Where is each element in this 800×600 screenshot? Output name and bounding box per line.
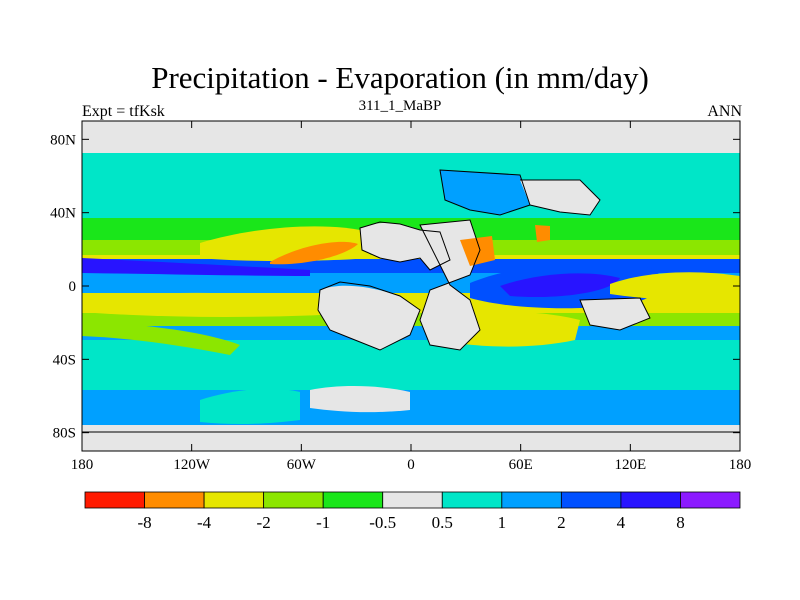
colorbar-label: 1	[498, 513, 507, 532]
colorbar-label: -2	[257, 513, 271, 532]
region-pacific-arid-core	[270, 241, 358, 265]
colorbar-label: 0.5	[432, 513, 453, 532]
region-antarctic-coast	[200, 388, 300, 425]
region-pacific-itcz	[82, 258, 310, 276]
band-south-mid	[82, 340, 740, 390]
x-tick-label: 120E	[614, 457, 646, 473]
y-tick-label: 0	[69, 279, 77, 295]
coastline-south-america	[317, 281, 421, 351]
continent-antarctica	[82, 432, 740, 451]
chart-title: Precipitation - Evaporation (in mm/day)	[151, 60, 649, 95]
coastlines	[82, 169, 740, 433]
x-tick-label: 0	[407, 457, 415, 473]
colorbar-labels: -8 -4 -2 -1 -0.5 0.5 1 2 4 8	[137, 513, 684, 532]
axis-tick-labels: 180 120W 60W 0 60E 120E 180 80N 40N 0 40S 80S	[50, 132, 751, 473]
colorbar-swatch	[382, 491, 443, 509]
colorbar-label: -0.5	[369, 513, 396, 532]
experiment-label: Expt = tfKsk	[82, 103, 165, 120]
y-tick-label: 40N	[50, 206, 76, 222]
colorbar-label: -4	[197, 513, 212, 532]
y-tick-label: 40S	[53, 352, 76, 368]
x-tick-label: 180	[71, 457, 94, 473]
colorbar-swatch	[84, 491, 145, 509]
coastline-africa	[419, 219, 481, 351]
colorbar-label: 2	[557, 513, 566, 532]
colorbar-swatch	[560, 491, 622, 509]
colorbar-swatch	[620, 491, 681, 509]
coastline-asia	[520, 179, 601, 216]
region-southern-ocean-green	[82, 320, 240, 355]
y-tick-label: 80S	[53, 426, 76, 442]
continent-australia	[580, 298, 650, 330]
region-south-atlantic-dry	[310, 386, 410, 413]
continent-eurasia	[440, 170, 530, 215]
y-tick-label: 80N	[50, 132, 76, 148]
x-tick-label: 60W	[287, 457, 317, 473]
continent-asia-dry	[520, 180, 600, 215]
colorbar-swatch	[501, 491, 562, 509]
x-tick-label: 120W	[173, 457, 211, 473]
colorbar-swatch	[203, 491, 265, 509]
region-south-pacific-dry	[82, 292, 320, 317]
colorbar-label: 8	[676, 513, 685, 532]
region-arabia-dry	[535, 225, 550, 242]
colorbar	[84, 491, 741, 509]
coastline-australia	[579, 297, 651, 331]
map-field	[82, 121, 740, 451]
band-north-mid	[82, 153, 740, 218]
colorbar-swatch	[322, 491, 384, 509]
chart-subtitle: 311_1_MaBP	[358, 98, 442, 114]
region-west-pacific-dry	[610, 272, 740, 301]
coastline-eurasia	[439, 169, 531, 216]
colorbar-swatch	[680, 491, 741, 509]
season-label: ANN	[707, 103, 742, 120]
region-indian-ocean-core	[500, 273, 620, 298]
region-sahara-dry	[460, 236, 495, 266]
colorbar-swatch	[263, 491, 324, 509]
colorbar-label: -8	[137, 513, 151, 532]
band-south-storm	[82, 390, 740, 425]
colorbar-swatch	[441, 491, 503, 509]
colorbar-label: -1	[316, 513, 330, 532]
axis-ticks	[81, 121, 741, 451]
x-tick-label: 60E	[509, 457, 533, 473]
colorbar-swatch	[144, 491, 205, 509]
colorbar-label: 4	[617, 513, 626, 532]
x-tick-label: 180	[729, 457, 752, 473]
continent-south-america	[318, 285, 420, 350]
